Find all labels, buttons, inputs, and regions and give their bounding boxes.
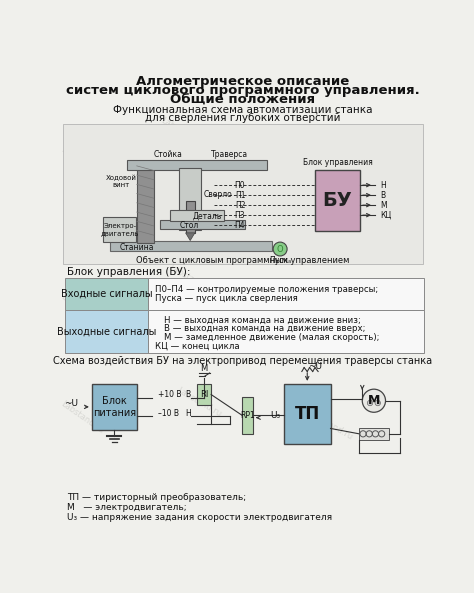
Text: Блок
питания: Блок питания xyxy=(93,396,136,417)
Text: Стойка: Стойка xyxy=(153,150,182,159)
Bar xyxy=(148,310,423,353)
Text: Выходные сигналы: Выходные сигналы xyxy=(57,326,156,336)
Circle shape xyxy=(375,400,381,406)
Text: Labstand.ru: Labstand.ru xyxy=(59,145,106,181)
Text: Деталь: Деталь xyxy=(192,212,222,221)
Text: RP1: RP1 xyxy=(240,411,255,420)
Text: Стол: Стол xyxy=(180,221,199,231)
Text: Пускₐ: Пускₐ xyxy=(269,256,291,265)
Text: КЦ — конец цикла: КЦ — конец цикла xyxy=(155,342,239,350)
Bar xyxy=(315,170,360,231)
Text: U₃: U₃ xyxy=(270,411,280,420)
Text: П0–П4 — контролируемые положения траверсы;: П0–П4 — контролируемые положения траверс… xyxy=(155,285,378,294)
Text: ~U: ~U xyxy=(64,399,78,409)
Text: Labstand.ru: Labstand.ru xyxy=(59,400,106,436)
Bar xyxy=(170,210,224,221)
Text: Алгометрическое описание: Алгометрическое описание xyxy=(137,75,349,88)
Text: П4: П4 xyxy=(235,221,245,229)
Text: КЦ: КЦ xyxy=(380,211,392,219)
Text: М   — электродвигатель;: М — электродвигатель; xyxy=(67,503,187,512)
Text: Н — выходная команда на движение вниз;: Н — выходная команда на движение вниз; xyxy=(164,316,361,325)
Text: Labstand.ru: Labstand.ru xyxy=(167,263,215,295)
Bar xyxy=(103,218,136,242)
Text: Labstand.ru: Labstand.ru xyxy=(113,208,160,243)
Text: Станина: Станина xyxy=(119,243,154,252)
Polygon shape xyxy=(186,233,195,241)
Text: П3: П3 xyxy=(235,211,245,219)
Text: Labstand.ru: Labstand.ru xyxy=(307,286,355,318)
Circle shape xyxy=(273,242,287,256)
Text: Н: Н xyxy=(380,181,386,190)
Text: В — выходная команда на движение вверх;: В — выходная команда на движение вверх; xyxy=(164,324,365,333)
Bar xyxy=(109,241,273,251)
Circle shape xyxy=(367,400,373,406)
Text: ТП — тиристорный преобразователь;: ТП — тиристорный преобразователь; xyxy=(67,493,246,502)
Text: П0: П0 xyxy=(235,181,245,190)
Bar xyxy=(64,278,148,310)
Text: Ходовой
винт: Ходовой винт xyxy=(106,174,137,188)
Bar xyxy=(242,397,253,434)
Text: М: М xyxy=(380,200,387,210)
Text: Labstand.ru: Labstand.ru xyxy=(175,386,223,419)
Text: Блок управления: Блок управления xyxy=(302,158,373,167)
Text: Пускa — пуск цикла сверления: Пускa — пуск цикла сверления xyxy=(155,295,297,304)
Text: Общие положения: Общие положения xyxy=(170,93,316,106)
Text: –10 В: –10 В xyxy=(158,409,180,417)
Bar xyxy=(64,310,148,353)
Text: ТП: ТП xyxy=(295,405,320,423)
Text: Labstand.ru: Labstand.ru xyxy=(307,409,355,442)
Text: +10 В: +10 В xyxy=(158,390,182,399)
Text: В: В xyxy=(380,190,385,200)
Text: М: М xyxy=(368,394,380,407)
Bar xyxy=(186,200,195,233)
Bar xyxy=(250,180,315,231)
Text: Labstand.ru: Labstand.ru xyxy=(59,292,106,328)
Bar xyxy=(284,384,330,444)
Text: M: M xyxy=(201,364,208,373)
Bar xyxy=(359,428,389,440)
Text: O: O xyxy=(277,246,283,254)
Bar xyxy=(63,123,423,264)
Text: Траверса: Траверса xyxy=(211,150,248,159)
Bar xyxy=(148,278,423,310)
Text: Labstand.ru: Labstand.ru xyxy=(299,155,346,188)
Bar xyxy=(92,384,137,430)
Text: систем циклового программного управления.: систем циклового программного управления… xyxy=(66,84,420,97)
Bar xyxy=(128,161,267,170)
Text: В: В xyxy=(185,390,190,399)
Text: RI: RI xyxy=(200,390,209,399)
Text: П2: П2 xyxy=(235,200,245,210)
Text: М — замедленное движение (малая скорость);: М — замедленное движение (малая скорость… xyxy=(164,333,379,342)
Bar xyxy=(137,162,154,243)
Text: ~U: ~U xyxy=(308,362,322,371)
Text: Сверло: Сверло xyxy=(204,190,233,199)
Text: для сверления глубоких отверстий: для сверления глубоких отверстий xyxy=(145,113,341,123)
Text: Н: Н xyxy=(185,409,191,417)
Bar xyxy=(197,384,211,406)
Bar xyxy=(160,220,245,229)
Text: Схема воздействия БУ на электропривод перемещения траверсы станка: Схема воздействия БУ на электропривод пе… xyxy=(54,356,432,366)
Text: Блок управления (БУ):: Блок управления (БУ): xyxy=(67,267,191,277)
Text: U₃ — напряжение задания скорости электродвигателя: U₃ — напряжение задания скорости электро… xyxy=(67,513,332,522)
Text: Labstand.ru: Labstand.ru xyxy=(252,201,300,234)
Text: Labstand.ru: Labstand.ru xyxy=(159,116,207,149)
Text: БУ: БУ xyxy=(323,191,352,210)
Text: Функциональная схема автоматизации станка: Функциональная схема автоматизации станк… xyxy=(113,106,373,116)
Bar xyxy=(179,168,201,229)
Text: Электро-
двигатель: Электро- двигатель xyxy=(100,224,139,236)
Text: Объект с цикловым программным управлением: Объект с цикловым программным управление… xyxy=(136,256,350,265)
Text: П1: П1 xyxy=(235,190,245,200)
Text: Входные сигналы: Входные сигналы xyxy=(61,289,152,299)
Circle shape xyxy=(362,389,385,412)
